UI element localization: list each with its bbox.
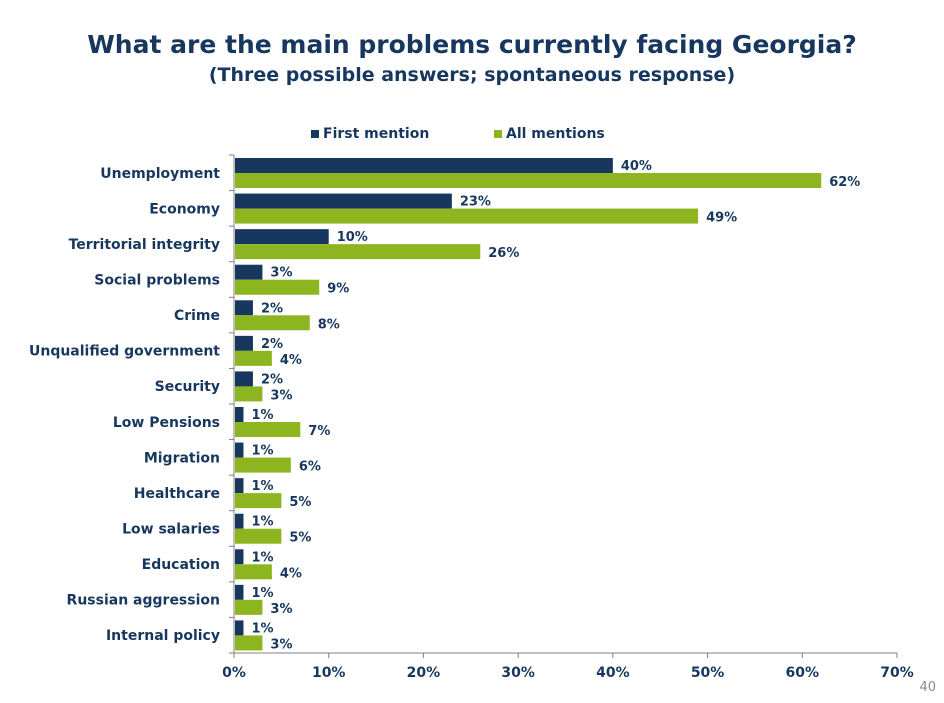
bar-first-mention (235, 335, 253, 351)
data-label-first: 10% (337, 230, 368, 245)
data-label-all: 4% (280, 566, 302, 581)
data-label-all: 5% (289, 531, 311, 546)
bar-first-mention (235, 620, 244, 636)
bar-first-mention (235, 584, 244, 600)
legend-first-mention: First mention (311, 126, 429, 142)
category-label: Crime (174, 308, 220, 324)
category-label: Economy (149, 201, 220, 217)
bar-all-mentions (235, 457, 291, 473)
legend-swatch-first (311, 130, 319, 138)
category-label: Russian aggression (67, 593, 220, 609)
bar-first-mention (235, 513, 244, 529)
data-label-first: 1% (251, 550, 273, 565)
data-label-all: 8% (318, 317, 340, 332)
data-label-all: 49% (706, 211, 737, 226)
data-label-all: 9% (327, 282, 349, 297)
bar-first-mention (235, 549, 244, 565)
data-label-first: 1% (251, 444, 273, 459)
bar-all-mentions (235, 208, 699, 224)
x-tick-label: 60% (786, 665, 820, 681)
legend-label-first: First mention (323, 126, 430, 142)
bar-all-mentions (235, 315, 310, 331)
data-label-first: 40% (621, 159, 652, 174)
data-label-all: 4% (280, 353, 302, 368)
data-label-all: 62% (829, 175, 860, 190)
data-label-first: 2% (261, 301, 283, 316)
bar-all-mentions (235, 528, 282, 544)
data-label-all: 6% (299, 460, 321, 475)
bar-first-mention (235, 371, 253, 387)
bar-all-mentions (235, 350, 272, 366)
data-label-first: 1% (251, 408, 273, 423)
bar-first-mention (235, 300, 253, 316)
category-label: Migration (144, 450, 220, 466)
data-label-first: 23% (460, 195, 491, 210)
bar-all-mentions (235, 173, 822, 188)
bar-first-mention (235, 407, 244, 422)
category-label: Low salaries (122, 522, 220, 538)
bar-first-mention (235, 478, 244, 494)
bar-all-mentions (235, 635, 263, 651)
category-label: Territorial integrity (69, 237, 220, 253)
x-tick-label: 30% (501, 665, 535, 681)
bar-first-mention (235, 442, 244, 458)
bar-first-mention (235, 158, 613, 173)
data-label-first: 1% (251, 621, 273, 636)
bar-all-mentions (235, 422, 301, 437)
x-tick-label: 50% (691, 665, 725, 681)
bar-first-mention (235, 193, 452, 209)
chart-subtitle: (Three possible answers; spontaneous res… (208, 64, 736, 86)
data-label-first: 1% (251, 586, 273, 601)
bar-all-mentions (235, 279, 320, 295)
bar-all-mentions (235, 599, 263, 615)
data-label-first: 1% (251, 479, 273, 494)
data-label-first: 3% (270, 266, 292, 281)
bar-all-mentions (235, 244, 481, 260)
x-tick-label: 20% (407, 665, 441, 681)
x-tick-label: 70% (880, 665, 914, 681)
category-label: Unqualified government (29, 344, 220, 360)
data-label-all: 3% (270, 602, 292, 617)
bar-all-mentions (235, 493, 282, 509)
x-tick-label: 40% (596, 665, 630, 681)
bar-first-mention (235, 264, 263, 280)
data-label-all: 3% (270, 637, 292, 652)
data-label-first: 2% (261, 337, 283, 352)
x-tick-label: 0% (222, 665, 246, 681)
legend-swatch-all (494, 130, 502, 138)
data-label-all: 26% (488, 246, 519, 261)
bar-first-mention (235, 229, 329, 245)
data-label-all: 5% (289, 495, 311, 510)
category-label: Security (155, 379, 220, 395)
category-label: Unemployment (100, 166, 220, 182)
category-label: Education (142, 557, 220, 573)
data-label-first: 1% (251, 515, 273, 530)
data-label-all: 3% (270, 388, 292, 403)
x-tick-label: 10% (312, 665, 346, 681)
category-label: Low Pensions (113, 415, 220, 431)
category-label: Social problems (94, 273, 220, 289)
bar-all-mentions (235, 564, 272, 580)
legend-label-all: All mentions (506, 126, 605, 142)
chart-title: What are the main problems currently fac… (87, 30, 857, 59)
data-label-first: 2% (261, 372, 283, 387)
category-label: Internal policy (106, 628, 220, 644)
data-label-all: 7% (308, 424, 330, 439)
legend-all-mentions: All mentions (494, 126, 605, 142)
category-label: Healthcare (134, 486, 220, 502)
page-number: 40 (919, 680, 936, 695)
bar-all-mentions (235, 386, 263, 402)
